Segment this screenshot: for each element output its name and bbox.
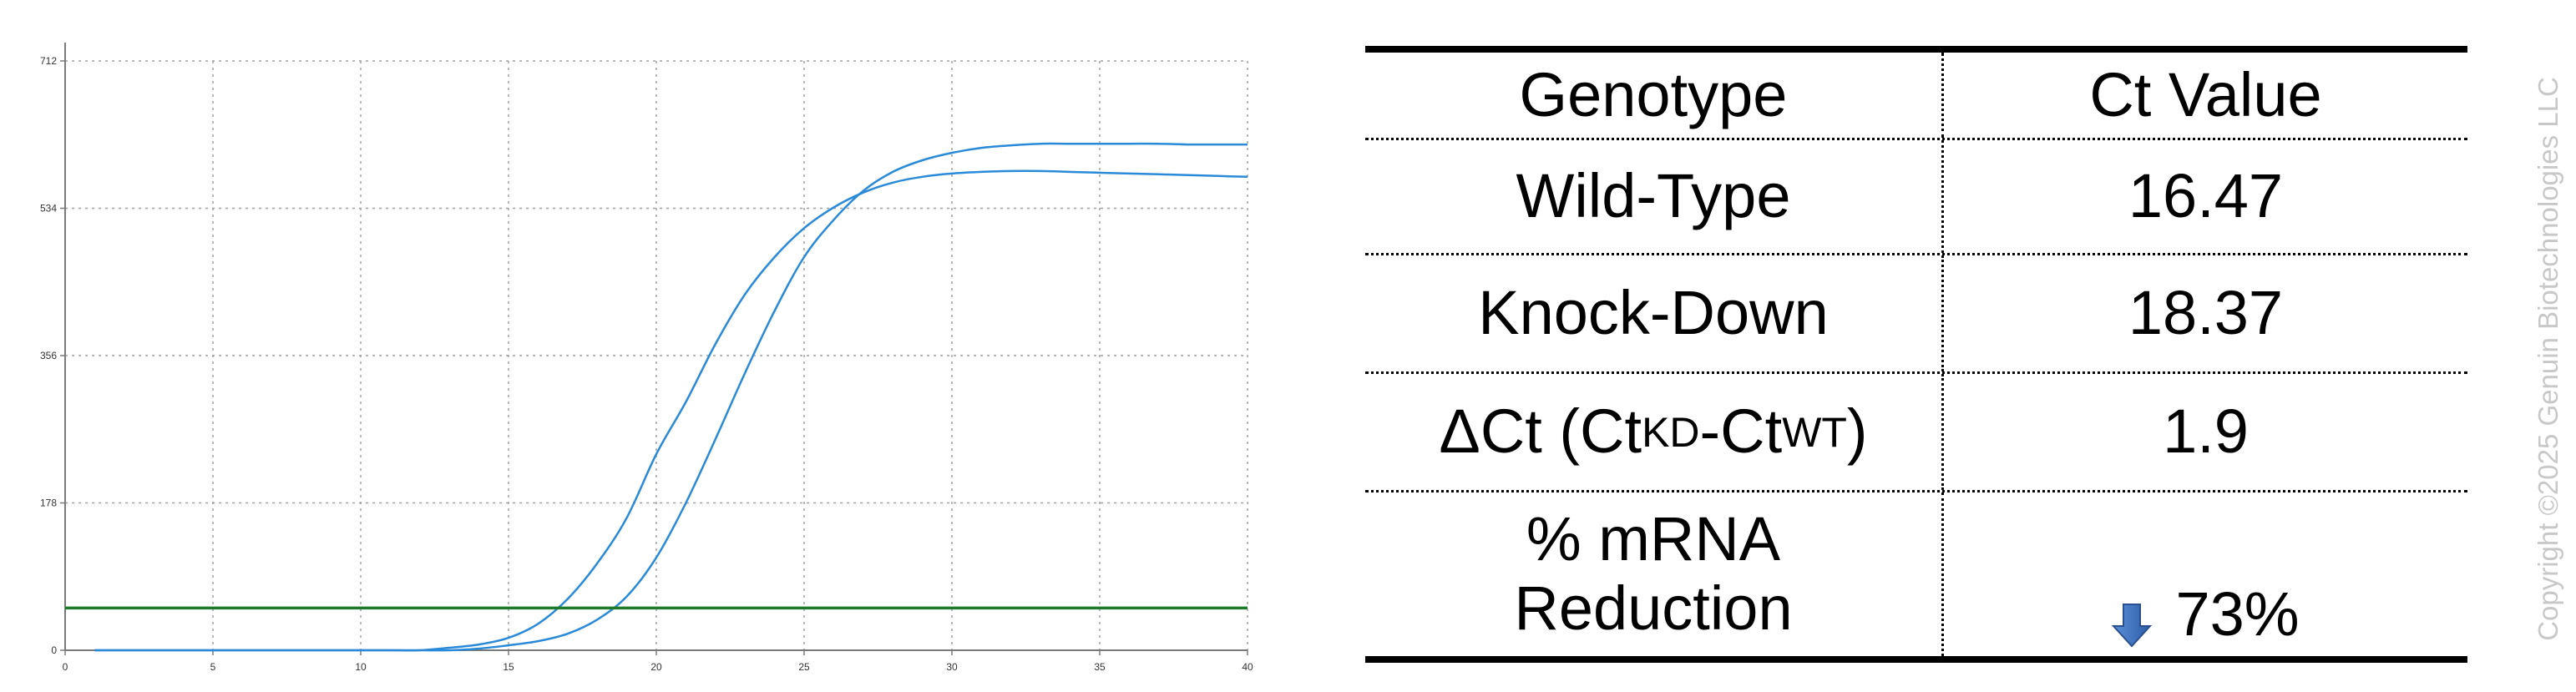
table-row: % mRNA Reduction 73% (1365, 492, 2467, 656)
copyright-notice: Copyright ©2025 Genuin Biotechnologies L… (2532, 75, 2565, 643)
table-row: Wild-Type 16.47 (1365, 140, 2467, 255)
table-row: ΔCt (Ct KD -Ct WT) 1.9 (1365, 374, 2467, 492)
x-tick-label: 10 (355, 661, 367, 673)
copyright-text: Copyright ©2025 Genuin Biotechnologies L… (2533, 77, 2563, 641)
delta-ct-sub-kd: KD (1642, 408, 1700, 456)
reduction-value-cell: 73% (1944, 492, 2467, 656)
amplification-chart: 0 5 10 15 20 25 30 35 40 0 178 356 534 712 (40, 43, 1253, 673)
delta-ct-prefix: ΔCt (Ct (1439, 397, 1642, 467)
tick-labels: 0 5 10 15 20 25 30 35 40 0 178 356 534 712 (40, 55, 1253, 673)
reduction-label-line2: Reduction (1514, 573, 1793, 643)
table-header-row: Genotype Ct Value (1365, 53, 2467, 140)
knock-down-ct: 18.37 (2128, 278, 2284, 348)
delta-ct-value: 1.9 (2163, 397, 2249, 467)
down-arrow-icon (2112, 604, 2153, 648)
table-row: Knock-Down 18.37 (1365, 255, 2467, 374)
reduction-label: % mRNA Reduction (1365, 492, 1944, 656)
x-tick-label: 25 (798, 661, 810, 673)
amplification-curves (94, 142, 1248, 652)
reduction-label-line1: % mRNA (1526, 504, 1781, 574)
y-tick-label: 178 (40, 498, 57, 509)
wild-type-ct: 16.47 (2128, 161, 2284, 231)
y-tick-label: 356 (40, 350, 57, 361)
y-tick-label: 0 (51, 644, 57, 656)
amplification-curve-2 (94, 142, 1248, 652)
grid-lines (65, 60, 1248, 650)
reduction-value: 73% (2175, 579, 2300, 649)
x-tick-label: 0 (63, 661, 68, 673)
y-tick-label: 534 (40, 203, 57, 215)
delta-ct-suffix: ) (1846, 397, 1868, 467)
knock-down-label: Knock-Down (1365, 255, 1944, 371)
x-tick-label: 5 (210, 661, 216, 673)
x-tick-label: 40 (1242, 661, 1253, 673)
y-tick-label: 712 (40, 55, 57, 67)
wild-type-label: Wild-Type (1365, 140, 1944, 253)
delta-ct-dash: -Ct (1699, 397, 1783, 467)
chart-axes (60, 43, 1248, 655)
x-tick-label: 15 (503, 661, 514, 673)
ct-value-header: Ct Value (2089, 59, 2322, 129)
genotype-header: Genotype (1365, 53, 1944, 138)
amplification-curve-1 (94, 169, 1248, 652)
ct-results-table: Genotype Ct Value Wild-Type 16.47 Knock-… (1365, 46, 2467, 663)
delta-ct-sub-wt: WT (1782, 408, 1847, 456)
x-tick-label: 35 (1094, 661, 1106, 673)
delta-ct-label: ΔCt (Ct KD -Ct WT) (1365, 374, 1944, 490)
x-tick-label: 30 (946, 661, 958, 673)
x-tick-label: 20 (650, 661, 662, 673)
